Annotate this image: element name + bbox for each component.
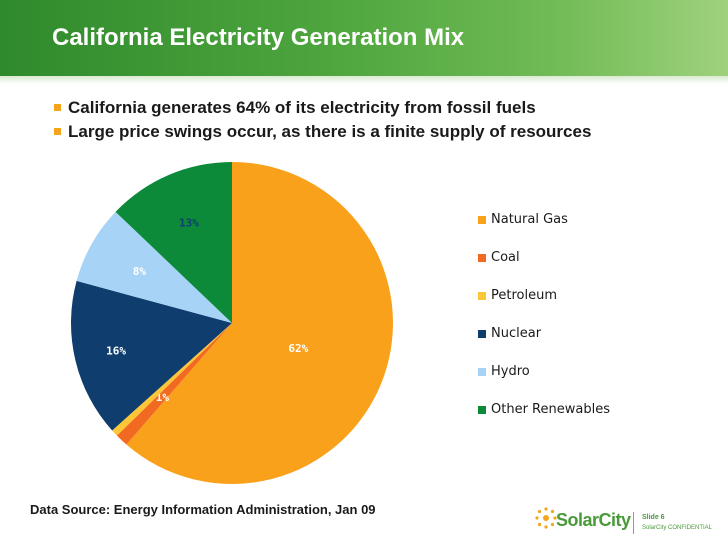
solarcity-sun-icon xyxy=(535,507,557,529)
data-source-note: Data Source: Energy Information Administ… xyxy=(30,502,376,517)
bullet-list: California generates 64% of its electric… xyxy=(52,96,591,144)
legend-label: Other Renewables xyxy=(491,402,610,417)
pie-label-hydro: 8% xyxy=(133,265,147,278)
legend-label: Coal xyxy=(491,250,520,265)
legend-label: Natural Gas xyxy=(491,212,568,227)
legend-label: Petroleum xyxy=(491,288,557,303)
pie-slice-nuclear xyxy=(71,280,232,431)
slide-number: Slide 6 xyxy=(642,514,665,521)
solarcity-logo-text: SolarCity xyxy=(556,510,631,530)
pie-slice-hydro xyxy=(76,211,232,323)
title-banner xyxy=(0,0,728,76)
bullet-text: California generates 64% of its electric… xyxy=(68,98,536,117)
pie-slice-petroleum xyxy=(112,323,232,436)
bullet-item: Large price swings occur, as there is a … xyxy=(52,120,591,144)
slide-title: California Electricity Generation Mix xyxy=(52,24,465,51)
legend-swatch xyxy=(478,216,486,224)
legend-swatch xyxy=(478,406,486,414)
pie-label-other-renewables: 13% xyxy=(179,216,199,229)
pie-label-natural-gas: 62% xyxy=(288,342,308,355)
legend-swatch xyxy=(478,254,486,262)
bullet-item: California generates 64% of its electric… xyxy=(52,96,591,120)
footer-divider xyxy=(633,512,634,534)
legend-swatch xyxy=(478,330,486,338)
confidential-note: SolarCity CONFIDENTIAL xyxy=(642,525,713,531)
pie-slice-natural-gas xyxy=(126,162,393,484)
pie-label-nuclear: 16% xyxy=(106,345,126,358)
pie-slice-coal xyxy=(116,323,232,445)
bullet-square-icon xyxy=(54,104,61,111)
bullet-square-icon xyxy=(54,128,61,135)
title-banner-fade xyxy=(0,76,728,84)
legend-swatch xyxy=(478,292,486,300)
bullet-text: Large price swings occur, as there is a … xyxy=(68,122,592,141)
legend-label: Hydro xyxy=(491,364,530,379)
legend-label: Nuclear xyxy=(491,326,542,341)
legend-swatch xyxy=(478,368,486,376)
pie-slice-other-renewables xyxy=(115,162,232,323)
